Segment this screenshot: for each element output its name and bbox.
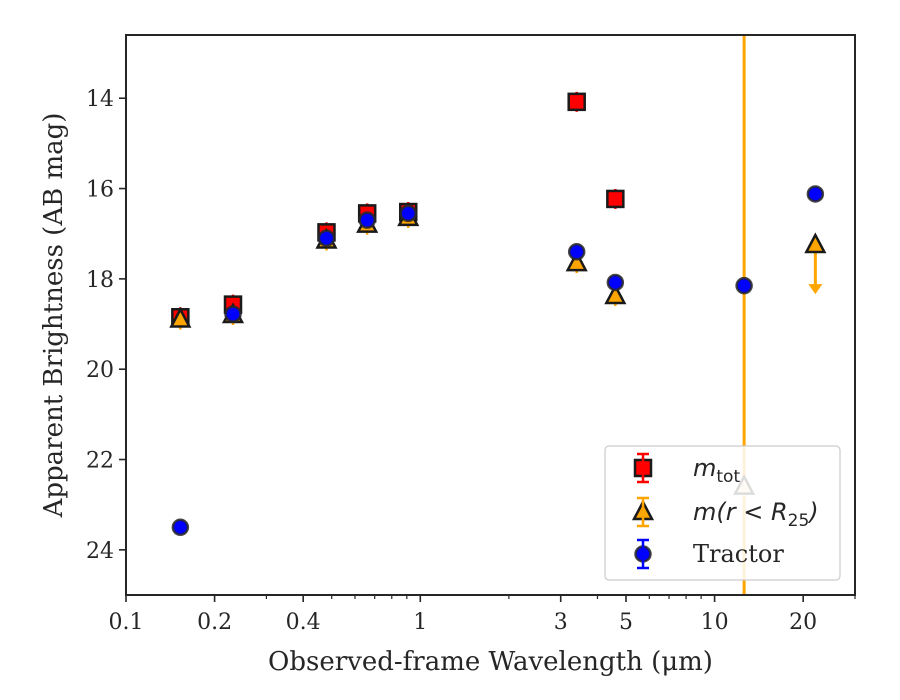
x-tick-label: 3: [554, 610, 568, 635]
x-axis-title: Observed-frame Wavelength (μm): [268, 647, 713, 677]
data-point-circle: [806, 185, 825, 203]
data-point-circle: [399, 204, 417, 223]
y-tick-label: 16: [86, 178, 114, 203]
data-point-square: [606, 189, 625, 209]
upper-limit-arrowhead: [808, 284, 823, 295]
x-tick-label: 0.4: [286, 610, 321, 635]
ticks-layer: 0.1 0.2 0.4 1 3 5 10 20 14 16 18 20 22 24: [86, 87, 856, 635]
x-tick-label: 5: [619, 610, 633, 635]
data-point-circle: [224, 305, 242, 323]
data-point-circle: [317, 229, 336, 247]
x-tick-label: 1: [413, 610, 427, 635]
data-point-circle: [171, 518, 190, 537]
legend-label: m(r < R25): [693, 498, 819, 531]
y-axis-title: Apparent Brightness (AB mag): [39, 113, 69, 519]
legend: mtot m(r < R25) Tractor: [604, 445, 841, 581]
y-tick-label: 20: [86, 358, 114, 383]
data-point-circle: [606, 273, 625, 292]
legend-label: mtot: [693, 454, 740, 487]
series-circle: [171, 185, 825, 537]
data-point-circle: [735, 276, 753, 295]
x-tick-label: 0.2: [197, 610, 232, 635]
x-tick-label: 10: [701, 610, 729, 635]
plot-frame: [125, 34, 856, 596]
data-point-square: [567, 92, 586, 112]
legend-box: [604, 445, 841, 581]
legend-label: Tractor: [693, 540, 784, 568]
y-tick-label: 22: [86, 449, 114, 474]
data-point-triangle: [604, 283, 627, 305]
x-tick-label: 20: [789, 610, 817, 635]
data-point-triangle: [804, 232, 827, 254]
x-tick-label: 0.1: [109, 610, 144, 635]
data-point-circle: [358, 211, 376, 229]
data-point-circle: [567, 243, 586, 261]
data-point-triangle: [565, 250, 588, 272]
data-point-triangle: [169, 306, 192, 328]
y-tick-label: 18: [86, 268, 114, 293]
series-layer: [169, 35, 827, 595]
y-tick-label: 14: [86, 87, 114, 112]
y-tick-label: 24: [86, 539, 114, 564]
